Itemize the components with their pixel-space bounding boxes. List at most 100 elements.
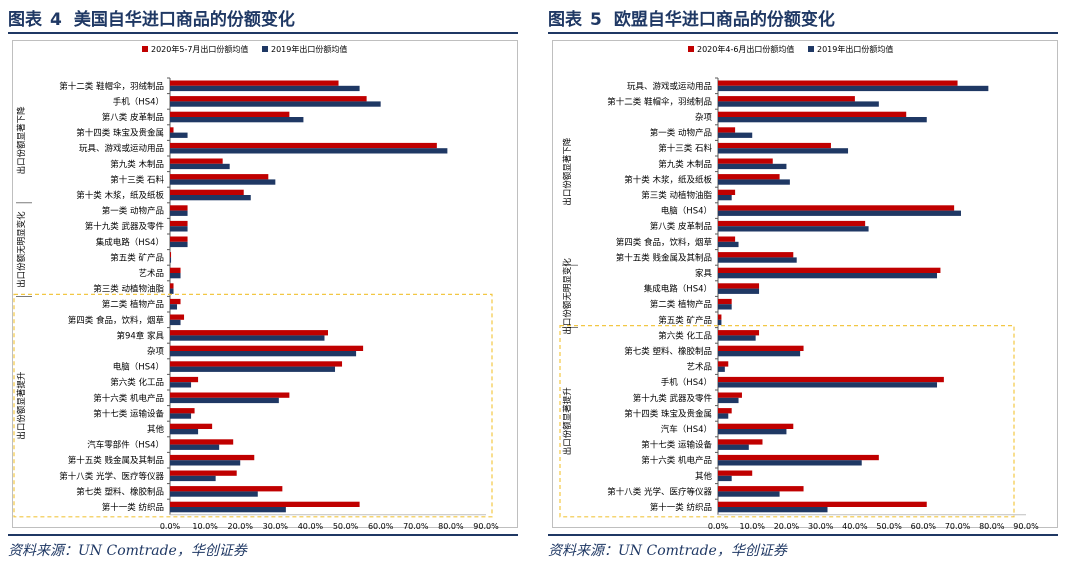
bar-2019 — [170, 210, 188, 216]
chart-frame — [12, 40, 518, 528]
category-label: 第四类 食品，饮料，烟草 — [68, 315, 165, 326]
bar-current — [170, 408, 195, 414]
category-label: 第十七类 运输设备 — [93, 408, 164, 419]
x-tick-label: 70.0% — [403, 522, 429, 531]
category-label: 第六类 化工品 — [110, 377, 164, 388]
category-label: 第十六类 机电产品 — [641, 455, 712, 466]
bar-2019 — [170, 226, 188, 232]
bar-2019 — [718, 210, 961, 216]
bar-2019 — [718, 163, 787, 170]
category-label: 第五类 矿产品 — [110, 252, 164, 263]
bar-current — [718, 361, 729, 367]
x-tick-label: 50.0% — [333, 522, 359, 531]
bar-current — [718, 330, 760, 336]
bar-2019 — [718, 429, 787, 435]
bar-current — [718, 189, 736, 195]
category-label: 第十类 木浆，纸及纸板 — [624, 174, 712, 185]
bar-2019 — [718, 319, 722, 326]
bar-current — [170, 330, 328, 336]
bar-2019 — [718, 304, 732, 310]
x-tick-label: 10.0% — [192, 522, 218, 531]
x-tick-label: 80.0% — [438, 522, 464, 531]
figure-number: 5 — [590, 10, 602, 30]
category-label: 第一类 动物产品 — [102, 206, 164, 217]
bar-current — [170, 142, 437, 149]
figure-title-text: 欧盟自华进口商品的份额变化 — [613, 10, 835, 30]
category-label: 第三类 动植物油脂 — [641, 190, 712, 201]
figure-title-text: 美国自华进口商品的份额变化 — [73, 10, 295, 30]
category-label: 第八类 皮革制品 — [102, 112, 164, 123]
category-label: 第十六类 机电产品 — [93, 393, 164, 404]
category-label: 艺术品 — [138, 268, 164, 279]
bar-2019 — [718, 413, 729, 419]
bar-current — [170, 486, 283, 492]
bar-2019 — [170, 382, 192, 388]
x-tick-label: 90.0% — [473, 522, 499, 531]
bar-current — [718, 142, 831, 149]
bar-2019 — [718, 475, 732, 482]
bar-2019 — [718, 226, 869, 232]
category-label: 第十三类 石料 — [658, 143, 712, 154]
bar-2019 — [170, 366, 336, 372]
x-tick-label: 0.0% — [708, 522, 729, 531]
category-label: 第九类 木制品 — [658, 159, 712, 170]
legend-swatch — [142, 46, 148, 52]
category-label: 第七类 塑料、橡胶制品 — [624, 346, 712, 357]
bar-2019 — [170, 319, 181, 326]
category-label: 集成电路（HS4） — [644, 284, 712, 295]
legend-swatch — [688, 46, 694, 52]
category-label: 第十九类 武器及零件 — [85, 221, 165, 232]
bar-2019 — [718, 366, 725, 372]
bar-2019 — [170, 195, 251, 201]
bar-current — [718, 470, 753, 476]
bar-2019 — [170, 444, 220, 450]
bar-2019 — [170, 475, 216, 482]
bar-2019 — [170, 179, 276, 185]
category-label: 第十一类 纺织品 — [102, 502, 164, 513]
bar-current — [170, 189, 244, 195]
category-label: 第六类 化工品 — [658, 330, 712, 341]
bar-current — [170, 345, 364, 351]
bar-current — [718, 486, 804, 492]
legend-label: 2019年出口份额均值 — [271, 44, 347, 54]
figure-label: 图表 — [8, 10, 42, 30]
bar-current — [718, 111, 907, 117]
source-note: 资料来源：UN Comtrade，华创证券 — [8, 543, 247, 559]
figure-title: 图表 4 美国自华进口商品的份额变化 — [8, 5, 295, 30]
category-label: 第九类 木制品 — [110, 159, 164, 170]
bar-current — [718, 439, 763, 445]
figure-5-panel: 图表 5 欧盟自华进口商品的份额变化 2020年4-6月出口份额均值 2019年出口份… — [540, 0, 1068, 574]
category-label: 杂项 — [147, 347, 165, 357]
x-tick-label: 0.0% — [160, 522, 181, 531]
group-label: 出口份额显著下降 — [562, 137, 573, 206]
category-label: 汽车（HS4） — [661, 424, 712, 435]
bar-2019 — [718, 179, 790, 185]
bar-current — [170, 439, 234, 445]
x-tick-label: 30.0% — [808, 522, 834, 531]
bar-2019 — [718, 491, 780, 497]
category-label: 第三类 动植物油脂 — [93, 284, 164, 295]
group-label: 出口份额无明显变化 — [562, 258, 573, 335]
bar-current — [718, 314, 722, 320]
bar-2019 — [170, 351, 357, 357]
bar-2019 — [718, 148, 849, 154]
x-tick-label: 20.0% — [228, 522, 254, 531]
x-tick-label: 70.0% — [945, 522, 971, 531]
bar-current — [718, 392, 742, 398]
x-tick-label: 40.0% — [842, 522, 868, 531]
bar-current — [170, 376, 199, 383]
bar-current — [718, 376, 944, 383]
category-label: 电脑（HS4） — [661, 206, 712, 217]
category-label: 其他 — [695, 471, 713, 482]
bar-2019 — [170, 491, 258, 497]
legend-label: 2019年出口份额均值 — [817, 44, 893, 54]
bar-2019 — [170, 257, 172, 263]
group-label: 出口份额显著下降 — [16, 106, 27, 175]
x-tick-label: 30.0% — [263, 522, 289, 531]
category-label: 第十四类 珠宝及贵金属 — [76, 128, 164, 139]
category-label: 杂项 — [695, 113, 713, 123]
title-rule — [548, 32, 1058, 34]
bar-2019 — [718, 132, 753, 138]
bar-current — [170, 111, 290, 117]
category-label: 第十九类 武器及零件 — [633, 393, 713, 404]
